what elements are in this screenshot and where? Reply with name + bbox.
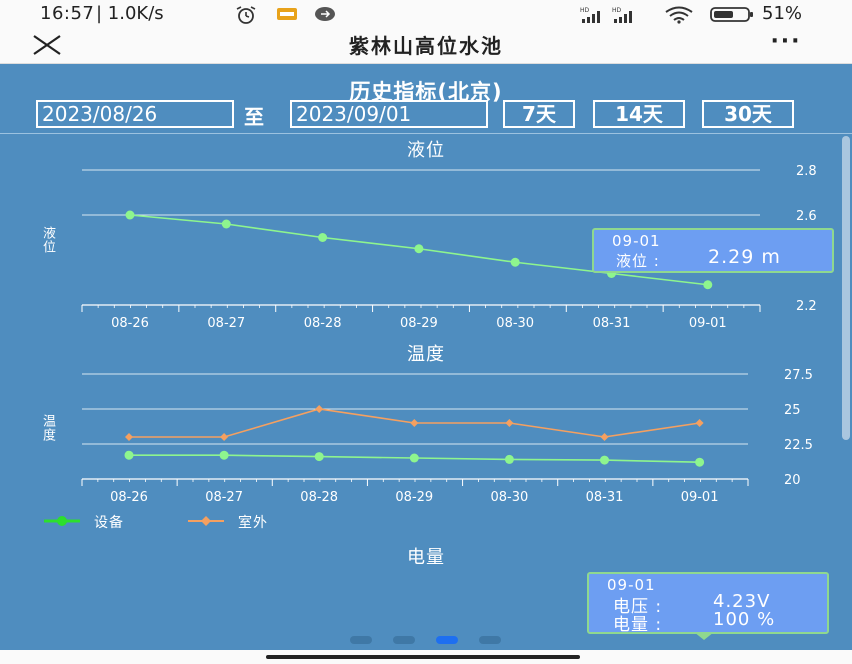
- page-dot[interactable]: [479, 636, 501, 644]
- power-chart-title: 电量: [407, 547, 445, 568]
- notification-icon: [277, 8, 297, 20]
- y-tick-label: 27.5: [784, 368, 813, 383]
- range-14-days-button[interactable]: 14天: [593, 100, 685, 128]
- data-point[interactable]: [124, 450, 134, 460]
- data-point[interactable]: [409, 453, 419, 463]
- data-point[interactable]: [600, 455, 609, 465]
- page-title: 紫林山高位水池: [349, 34, 503, 58]
- data-point[interactable]: [600, 433, 609, 441]
- level-tooltip-value: 2.29 m: [708, 246, 781, 268]
- data-point[interactable]: [504, 454, 514, 464]
- battery-percent: 51%: [762, 3, 803, 24]
- data-point[interactable]: [695, 419, 704, 427]
- level-tooltip-label: 液位 :: [616, 252, 660, 270]
- x-tick-label: 08-31: [593, 316, 631, 331]
- x-tick-label: 08-26: [111, 316, 149, 331]
- power-tooltip-voltage-label: 电压 :: [613, 597, 663, 617]
- data-point[interactable]: [414, 244, 424, 254]
- data-point[interactable]: [505, 419, 514, 427]
- data-point[interactable]: [125, 433, 133, 441]
- power-tooltip-voltage-value: 4.23V: [713, 591, 771, 612]
- header-divider: [0, 133, 852, 134]
- vertical-scrollbar[interactable]: [842, 136, 850, 440]
- x-tick-label: 08-28: [300, 490, 338, 505]
- range-30-days-button[interactable]: 30天: [702, 100, 794, 128]
- y-tick-label: 20: [784, 473, 801, 488]
- legend-outdoor-swatch: [188, 516, 224, 526]
- temperature-chart: 27.5 25 22.5 20 08-26 08-27 08-28 08-29 08-30 08-…: [81, 368, 813, 505]
- data-point[interactable]: [315, 405, 324, 413]
- x-tick-label: 08-26: [110, 490, 148, 505]
- data-point[interactable]: [695, 457, 705, 467]
- x-tick-label: 08-30: [491, 490, 529, 505]
- page-dot[interactable]: [436, 636, 458, 644]
- more-options-button[interactable]: ···: [770, 29, 802, 54]
- power-tooltip-date: 09-01: [607, 576, 656, 594]
- x-tick-label: 08-31: [586, 490, 624, 505]
- close-icon: [33, 35, 61, 55]
- home-indicator[interactable]: [266, 655, 580, 659]
- battery-icon: [710, 7, 753, 22]
- x-tick-label: 09-01: [689, 316, 727, 331]
- data-point[interactable]: [510, 257, 520, 267]
- level-y-axis-label: 液位: [40, 226, 55, 254]
- x-tick-label: 08-27: [205, 490, 243, 505]
- y-tick-label: 25: [784, 403, 801, 418]
- y-tick-label: 22.5: [784, 438, 813, 453]
- temperature-y-axis-label: 温度: [40, 414, 55, 442]
- power-tooltip-pointer: [694, 632, 714, 640]
- power-tooltip-power-label: 电量 :: [613, 615, 663, 635]
- hd-label-2: HD: [612, 7, 622, 14]
- message-icon: [315, 7, 335, 21]
- level-tooltip: 09-01 液位 : 2.29 m: [592, 228, 834, 273]
- data-point[interactable]: [220, 433, 229, 441]
- data-point[interactable]: [318, 233, 328, 242]
- status-net-speed: | 1.0K/s: [96, 3, 164, 24]
- power-tooltip-power-value: 100 %: [713, 609, 776, 630]
- y-tick-label: 2.2: [796, 299, 817, 314]
- y-tick-label: 2.8: [796, 164, 817, 179]
- level-tooltip-date: 09-01: [612, 232, 661, 250]
- data-point[interactable]: [221, 219, 231, 229]
- temperature-chart-title: 温度: [407, 344, 445, 365]
- x-tick-label: 08-30: [496, 316, 534, 331]
- legend-item-outdoor[interactable]: 室外: [186, 511, 296, 531]
- signal-hd-icon: HD HD: [580, 7, 632, 23]
- start-date-input[interactable]: [36, 100, 234, 128]
- page-dot[interactable]: [350, 636, 372, 644]
- status-time: 16:57: [40, 3, 95, 24]
- end-date-input[interactable]: [290, 100, 488, 128]
- range-7-days-button[interactable]: 7天: [503, 100, 575, 128]
- date-range-row: 至 7天 14天 30天: [0, 100, 852, 130]
- level-chart-title: 液位: [407, 140, 445, 161]
- legend-item-device[interactable]: 设备: [42, 511, 152, 531]
- legend-device-swatch: [44, 516, 80, 526]
- power-tooltip: 09-01 电压 : 4.23V 电量 : 100 %: [587, 572, 829, 635]
- wifi-icon: [665, 6, 693, 24]
- data-point[interactable]: [314, 452, 324, 462]
- data-point[interactable]: [703, 280, 713, 290]
- level-chart: 2.8 2.6 2.2 08-26 08-27 08-28 08-29 08-30 08-31 0…: [81, 164, 817, 331]
- x-tick-label: 08-28: [304, 316, 342, 331]
- alarm-icon: [236, 6, 256, 24]
- hd-label-1: HD: [580, 7, 590, 14]
- x-tick-label: 09-01: [681, 490, 719, 505]
- page-dot[interactable]: [393, 636, 415, 644]
- title-bar: 紫林山高位水池 ···: [0, 28, 852, 64]
- status-bar: 16:57 | 1.0K/s HD HD: [0, 0, 852, 28]
- y-tick-label: 2.6: [796, 209, 817, 224]
- data-point[interactable]: [219, 450, 229, 460]
- date-separator: 至: [244, 105, 264, 129]
- data-point[interactable]: [125, 210, 135, 220]
- legend-outdoor-label: 室外: [238, 515, 268, 531]
- x-tick-label: 08-29: [395, 490, 433, 505]
- legend-device-label: 设备: [94, 515, 124, 531]
- data-point[interactable]: [410, 419, 419, 427]
- x-tick-label: 08-29: [400, 316, 438, 331]
- close-button[interactable]: [28, 30, 68, 62]
- x-tick-label: 08-27: [207, 316, 245, 331]
